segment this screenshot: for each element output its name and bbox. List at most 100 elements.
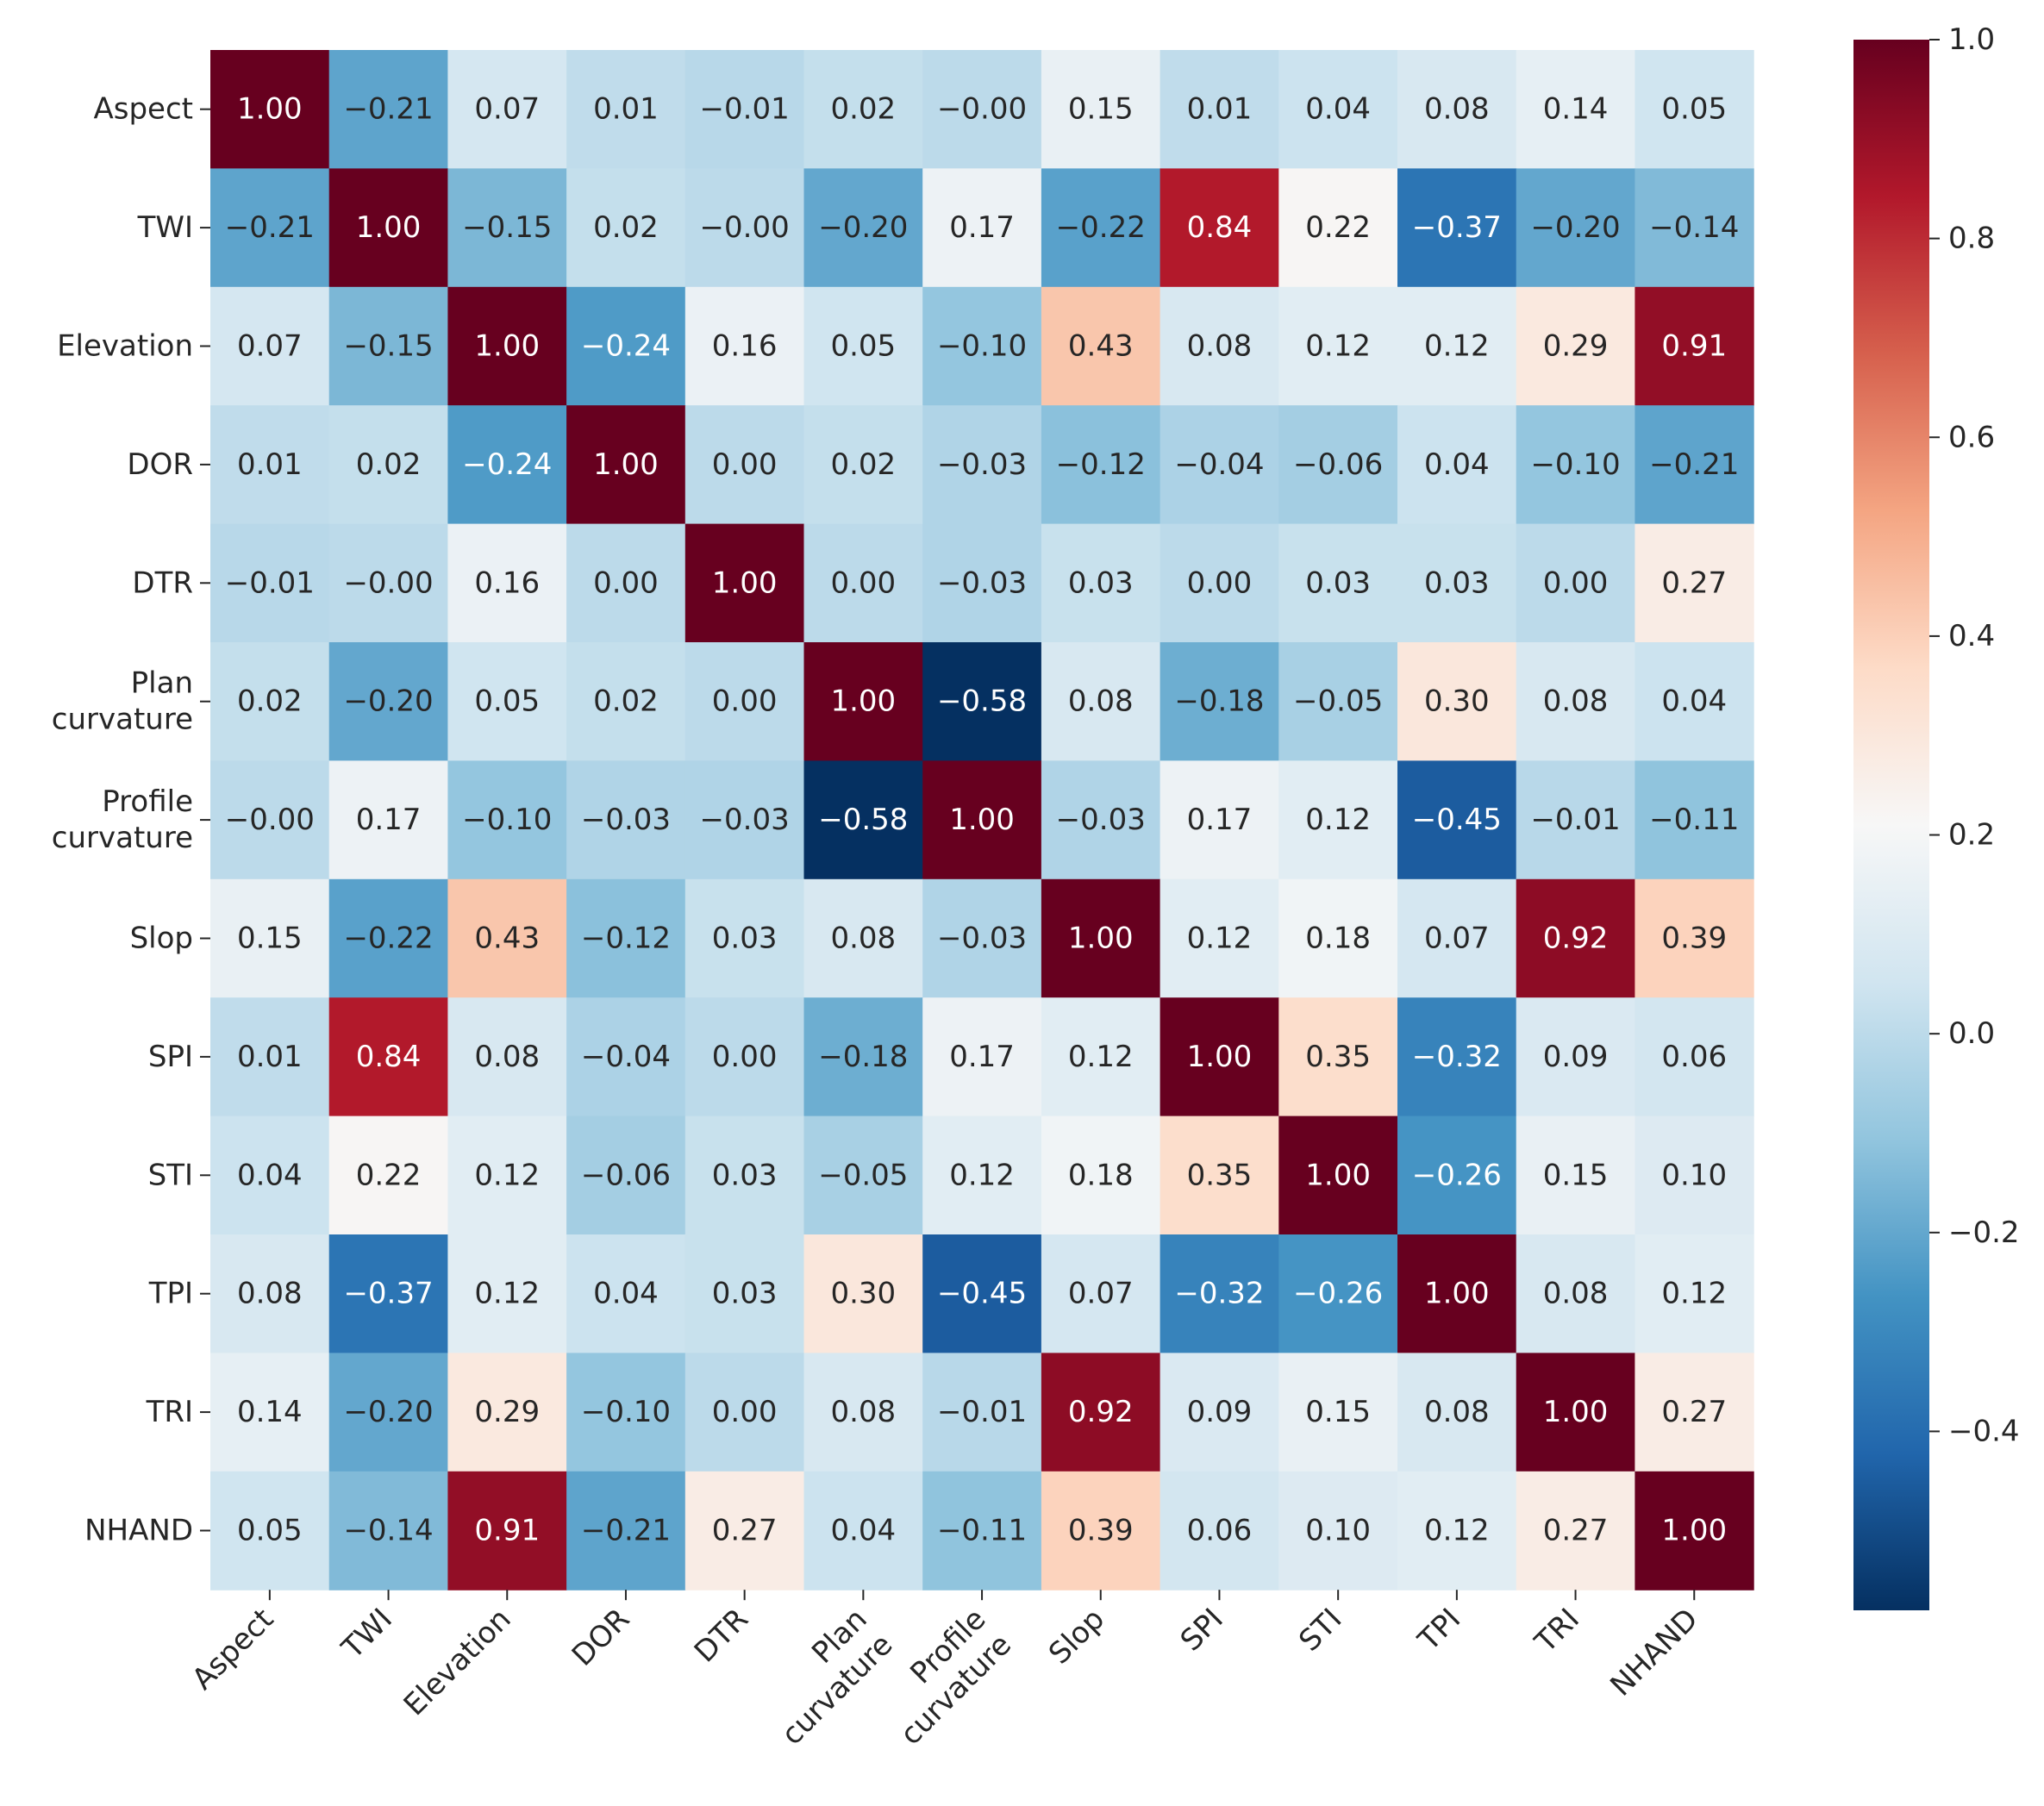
cell-value-label: −0.22 [343,922,433,956]
heatmap-cell-r6-c8 [1160,760,1279,880]
cell-value-label: 0.03 [1424,566,1490,600]
cell-value-label: 0.15 [1543,1158,1609,1192]
cell-value-label: 1.00 [830,684,896,719]
cell-value-label: −0.22 [1056,210,1146,245]
heatmap-cell-r7-c4 [684,878,805,998]
heatmap-cell-r5-c1 [328,642,448,761]
cell-value-label: −0.05 [1293,684,1383,719]
cell-value-label: 1.00 [593,447,659,482]
heatmap-cell-r9-c8 [1160,1115,1279,1235]
cell-value-label: 0.27 [1543,1514,1609,1548]
heatmap-cell-r11-c10 [1397,1353,1517,1472]
heatmap-cell-r5-c3 [566,642,686,761]
cell-value-label: 0.14 [237,1395,303,1429]
cell-value-label: 0.43 [474,922,540,956]
heatmap-cell-r11-c7 [1041,1353,1161,1472]
heatmap-cell-r6-c5 [803,760,923,880]
cell-value-label: −0.37 [1412,210,1502,245]
cell-value-label: 0.08 [237,1277,303,1311]
colorbar: −0.4 −0.2 0.0 0.2 0.4 0.6 0.8 1.0 [1853,22,2020,1610]
cell-value-label: −0.18 [818,1040,908,1074]
heatmap-cell-r3-c10 [1397,405,1517,525]
cell-value-label: −0.11 [937,1514,1027,1548]
heatmap-cell-r12-c3 [566,1471,686,1590]
cell-value-label: 0.12 [1424,1514,1490,1548]
row-label-nhand: NHAND [84,1514,193,1548]
heatmap-cell-r12-c4 [684,1471,805,1590]
heatmap-cell-r1-c12 [1635,168,1754,288]
cell-value-label: 0.29 [1543,329,1609,364]
cell-value-label: 0.00 [712,447,778,482]
cell-value-label: −0.10 [462,803,552,837]
row-label-plan-curvature: Plan curvature [52,666,193,737]
cell-value-label: 0.43 [1068,329,1134,364]
heatmap-cell-r0-c9 [1278,50,1398,169]
cell-value-label: 0.03 [1068,566,1134,600]
heatmap-cells [210,50,1754,1590]
cell-value-label: 0.15 [1068,92,1134,127]
heatmap-cell-r2-c4 [684,286,805,406]
heatmap-cell-r4-c5 [803,523,923,643]
heatmap-cell-r3-c2 [447,405,567,525]
cell-value-label: 0.01 [1187,92,1253,127]
cell-value-label: −0.04 [1174,447,1264,482]
cell-value-label: −0.03 [700,803,790,837]
cell-value-label: 1.00 [1187,1040,1253,1074]
col-label-aspect: Aspect [185,1602,280,1697]
cell-value-label: −0.03 [937,447,1027,482]
row-label-sti: STI [148,1158,193,1192]
cell-value-label: 0.12 [1661,1277,1727,1311]
heatmap-cell-r10-c6 [922,1234,1042,1353]
cell-value-label: 1.00 [1543,1395,1609,1429]
cell-value-label: 0.08 [474,1040,540,1074]
col-label-elevation: Elevation [397,1602,518,1722]
heatmap-cell-r7-c9 [1278,878,1398,998]
heatmap-cell-r1-c7 [1041,168,1161,288]
heatmap-cell-r10-c10 [1397,1234,1517,1353]
heatmap-cell-r5-c8 [1160,642,1279,761]
heatmap-cell-r4-c3 [566,523,686,643]
heatmap-cell-r4-c0 [210,523,330,643]
cell-value-label: 0.06 [1661,1040,1727,1074]
cell-value-label: 0.02 [830,92,896,127]
heatmap-cell-r2-c6 [922,286,1042,406]
heatmap-cell-r3-c0 [210,405,330,525]
cell-value-label: −0.58 [937,684,1027,719]
heatmap-cell-r0-c0 [210,50,330,169]
heatmap-cell-r10-c0 [210,1234,330,1353]
cell-value-label: 0.02 [593,210,659,245]
cell-value-label: 0.17 [949,1040,1015,1074]
heatmap-cell-r1-c3 [566,168,686,288]
heatmap-cell-r4-c1 [328,523,448,643]
heatmap-cell-r7-c3 [566,878,686,998]
cell-value-label: −0.20 [343,684,433,719]
heatmap-cell-r11-c2 [447,1353,567,1472]
row-label-twi: TWI [137,210,193,245]
cell-value-label: 0.84 [1187,210,1253,245]
heatmap-cell-r2-c8 [1160,286,1279,406]
heatmap-cell-r4-c9 [1278,523,1398,643]
cell-value-label: 0.03 [712,1158,778,1192]
heatmap-cell-r0-c3 [566,50,686,169]
cell-value-label: 0.07 [1068,1277,1134,1311]
heatmap-cell-r6-c12 [1635,760,1754,880]
heatmap-cell-r11-c9 [1278,1353,1398,1472]
row-label-tri: TRI [146,1395,193,1429]
heatmap-cell-r11-c4 [684,1353,805,1472]
cell-value-label: 0.35 [1187,1158,1253,1192]
heatmap-cell-r1-c4 [684,168,805,288]
cell-value-label: −0.06 [1293,447,1383,482]
cell-value-label: 0.01 [237,1040,303,1074]
heatmap-cell-r2-c0 [210,286,330,406]
cell-value-label: 0.12 [1068,1040,1134,1074]
cell-value-label: −0.00 [937,92,1027,127]
heatmap-cell-r1-c6 [922,168,1042,288]
heatmap-cell-r7-c5 [803,878,923,998]
heatmap-cell-r12-c9 [1278,1471,1398,1590]
cell-value-label: 0.00 [712,1395,778,1429]
colorbar-tick-label: −0.2 [1948,1215,2020,1250]
cell-value-label: 0.00 [1187,566,1253,600]
cell-value-label: −0.11 [1649,803,1739,837]
cell-value-label: 0.17 [1187,803,1253,837]
